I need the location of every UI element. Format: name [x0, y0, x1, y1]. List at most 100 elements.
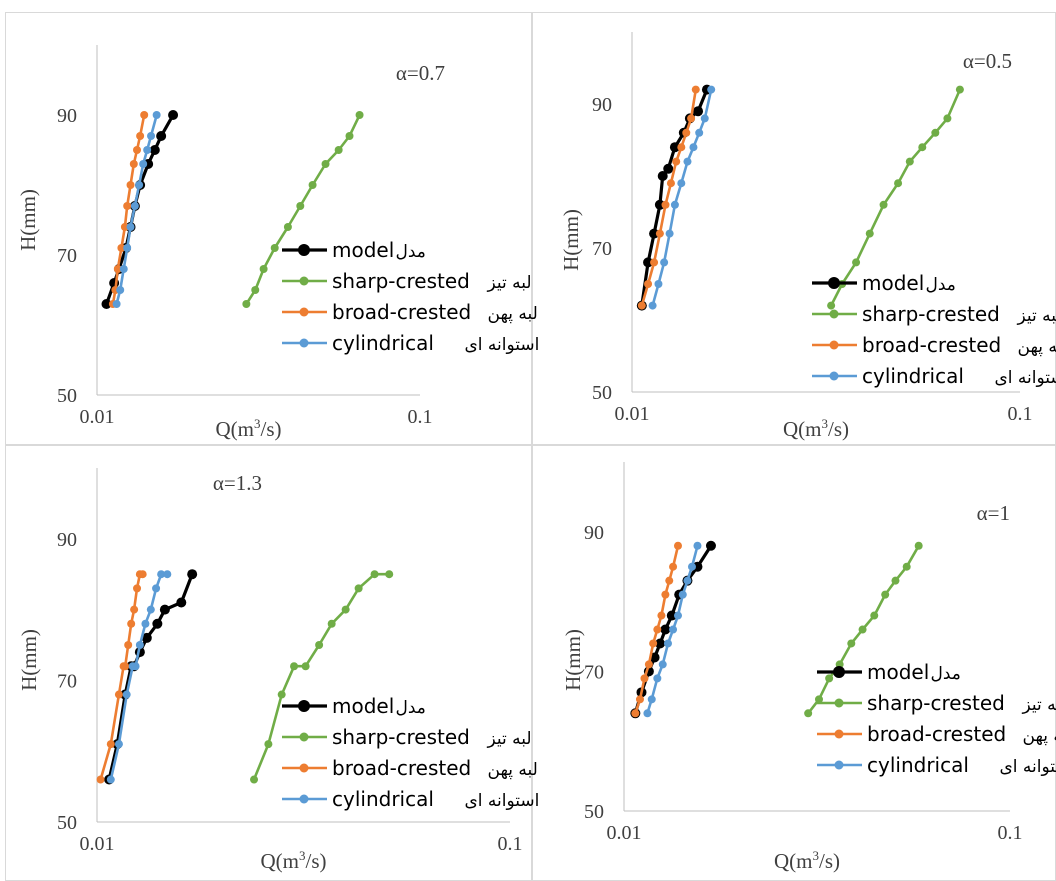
data-point-sharp-crested	[879, 200, 888, 209]
legend-swatch-marker	[299, 763, 309, 773]
data-point-model	[669, 142, 680, 153]
chart-4: 50 70 90 0.01 0.1 Q(m3/s) H(mm) α=1 model مدل shar…	[561, 462, 1056, 873]
data-point-model	[643, 257, 654, 268]
data-point-sharp-crested	[931, 128, 940, 137]
data-point-cylindrical	[663, 639, 672, 648]
data-point-sharp-crested	[385, 570, 394, 579]
data-point-sharp-crested	[321, 160, 330, 168]
data-point-broad-crested	[106, 740, 115, 749]
data-point-cylindrical	[141, 619, 150, 628]
data-point-sharp-crested	[327, 619, 336, 628]
data-point-broad-crested	[666, 179, 675, 188]
legend-label-sharp-crested: sharp-crested	[332, 269, 470, 293]
y-tick-label: 70	[584, 661, 604, 683]
data-point-cylindrical	[152, 111, 161, 119]
data-point-broad-crested	[665, 576, 674, 585]
data-point-cylindrical	[157, 570, 166, 579]
legend-label-model: model	[862, 271, 924, 295]
legend-label-fa-sharp-crested: لبه تیز	[1022, 695, 1056, 715]
data-point-cylindrical	[707, 85, 716, 94]
data-point-broad-crested	[136, 132, 145, 140]
chart-title: α=1.3	[213, 471, 262, 495]
data-point-sharp-crested	[308, 181, 317, 189]
data-point-sharp-crested	[905, 157, 914, 166]
data-point-broad-crested	[657, 611, 666, 620]
data-point-cylindrical	[126, 223, 135, 231]
legend-label-broad-crested: broad-crested	[867, 722, 1006, 746]
legend-swatch-marker	[828, 277, 840, 289]
data-point-model	[168, 110, 179, 120]
data-point-broad-crested	[127, 619, 136, 628]
data-point-sharp-crested	[825, 674, 834, 683]
legend-swatch-marker	[299, 276, 309, 286]
legend-swatch-marker	[834, 760, 844, 770]
legend-swatch-marker	[834, 698, 844, 708]
data-point-sharp-crested	[894, 179, 903, 188]
chart-title: α=0.5	[963, 49, 1012, 73]
y-tick-label: 70	[57, 670, 77, 692]
data-point-sharp-crested	[943, 114, 952, 123]
data-point-cylindrical	[143, 146, 152, 154]
legend-label-fa-broad-crested: لبه پهن	[488, 304, 538, 324]
data-point-cylindrical	[700, 114, 709, 123]
legend-swatch-marker	[298, 700, 310, 712]
data-point-sharp-crested	[827, 301, 836, 310]
x-axis-label: Q(m3/s)	[774, 848, 840, 873]
chart-title: α=1	[977, 501, 1010, 525]
data-point-sharp-crested	[283, 223, 292, 231]
data-point-sharp-crested	[242, 300, 251, 308]
data-point-cylindrical	[135, 641, 144, 649]
data-point-broad-crested	[133, 146, 142, 154]
legend-label-fa-cylindrical: استوانه ای	[465, 791, 540, 811]
data-point-sharp-crested	[370, 570, 379, 579]
y-tick-label: 90	[57, 105, 77, 127]
data-point-sharp-crested	[277, 690, 286, 699]
x-tick-label: 0.1	[498, 833, 523, 855]
data-point-sharp-crested	[315, 641, 324, 649]
y-tick-label: 50	[584, 801, 604, 823]
data-point-sharp-crested	[914, 541, 923, 550]
legend-label-broad-crested: broad-crested	[332, 756, 471, 780]
y-axis-label: H(mm)	[17, 629, 41, 691]
data-point-sharp-crested	[251, 286, 260, 294]
data-point-broad-crested	[669, 562, 678, 571]
data-point-broad-crested	[133, 584, 142, 593]
data-point-broad-crested	[114, 690, 123, 699]
data-point-sharp-crested	[355, 111, 364, 119]
data-point-cylindrical	[146, 605, 155, 614]
legend-label-fa-sharp-crested: لبه تیز	[487, 273, 532, 293]
data-point-cylindrical	[658, 660, 667, 669]
data-point-cylindrical	[693, 541, 702, 550]
data-point-broad-crested	[644, 280, 653, 288]
data-point-sharp-crested	[918, 143, 927, 152]
data-point-sharp-crested	[955, 85, 964, 94]
x-tick-label: 0.1	[998, 822, 1023, 844]
data-point-sharp-crested	[270, 244, 279, 252]
data-point-sharp-crested	[881, 590, 890, 599]
data-point-broad-crested	[644, 660, 653, 669]
legend-swatch-marker	[834, 729, 844, 739]
data-point-cylindrical	[683, 576, 692, 585]
legend-label-fa-sharp-crested: لبه تیز	[1017, 306, 1056, 326]
data-point-cylindrical	[123, 244, 132, 252]
y-tick-label: 50	[57, 385, 77, 407]
data-point-sharp-crested	[852, 258, 861, 267]
legend-label-broad-crested: broad-crested	[332, 300, 471, 324]
x-axis-label: Q(m3/s)	[261, 848, 327, 873]
data-point-model	[156, 131, 167, 141]
data-point-broad-crested	[130, 605, 139, 614]
data-point-cylindrical	[131, 662, 140, 671]
data-point-broad-crested	[126, 181, 135, 189]
data-point-sharp-crested	[891, 576, 900, 585]
legend-label-fa-broad-crested: لبه پهن	[488, 760, 538, 780]
data-point-cylindrical	[678, 590, 687, 599]
data-point-cylindrical	[669, 625, 678, 634]
data-point-broad-crested	[138, 570, 147, 579]
y-axis-label: H(mm)	[561, 629, 585, 691]
data-point-broad-crested	[655, 229, 664, 238]
legend-label-fa-cylindrical: استوانه ای	[465, 335, 540, 355]
data-point-model	[141, 632, 152, 643]
legend-label-broad-crested: broad-crested	[862, 333, 1001, 357]
data-point-model	[663, 163, 674, 174]
data-point-cylindrical	[654, 280, 663, 288]
